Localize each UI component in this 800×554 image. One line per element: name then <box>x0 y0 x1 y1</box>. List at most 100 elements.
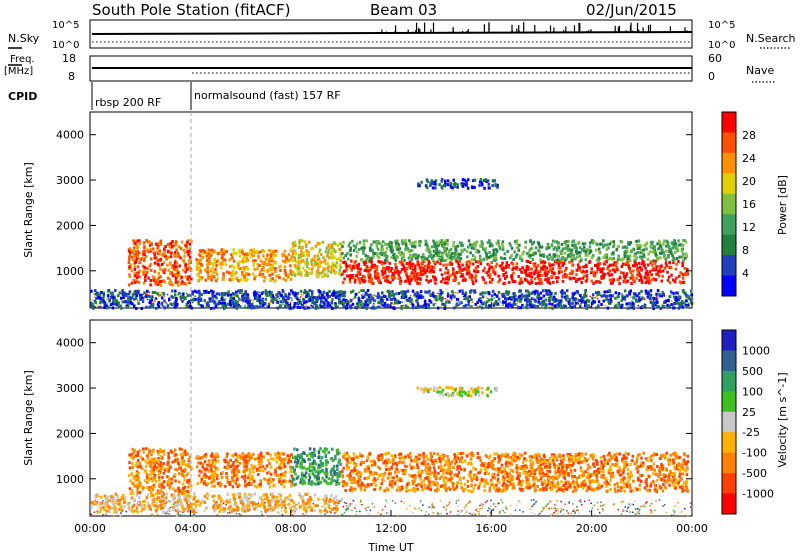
range-cell <box>197 252 201 256</box>
range-cell <box>291 306 295 310</box>
range-cell <box>396 270 400 274</box>
range-cell <box>534 251 537 255</box>
range-cell <box>201 249 204 252</box>
range-cell <box>678 295 681 299</box>
range-cell <box>529 267 533 271</box>
range-cell <box>111 302 114 306</box>
range-cell <box>654 300 658 304</box>
range-cell <box>410 263 413 267</box>
range-cell <box>497 243 501 247</box>
range-cell <box>90 289 93 293</box>
noise-cell <box>419 500 422 502</box>
range-cell <box>231 277 235 281</box>
noise-cell <box>599 514 601 516</box>
range-cell <box>109 303 113 307</box>
range-cell <box>621 294 624 298</box>
range-cell <box>557 258 560 262</box>
range-cell <box>168 262 172 266</box>
range-cell <box>560 305 563 309</box>
range-cell <box>385 266 389 270</box>
range-cell <box>673 302 676 305</box>
range-cell <box>510 273 514 277</box>
range-cell <box>449 181 453 185</box>
range-cell <box>440 280 443 284</box>
range-cell <box>417 263 421 267</box>
noise-cell <box>282 303 284 306</box>
range-cell <box>241 272 244 276</box>
range-cell <box>232 297 235 301</box>
colorbar-tick-label: 12 <box>742 221 756 234</box>
noise-cell <box>289 297 292 299</box>
noise-cell <box>484 501 487 504</box>
range-cell <box>584 253 587 257</box>
noise-cell <box>517 302 519 304</box>
range-cell <box>135 307 138 310</box>
range-cell <box>662 242 665 246</box>
range-cell <box>154 297 158 301</box>
range-cell <box>434 245 438 249</box>
range-cell <box>681 276 685 280</box>
range-cell <box>318 303 322 307</box>
range-cell <box>291 241 295 245</box>
range-cell <box>547 257 550 261</box>
range-cell <box>385 246 389 250</box>
noise-cell <box>197 292 199 294</box>
noise-cell <box>317 505 320 507</box>
range-cell <box>621 297 625 301</box>
range-cell <box>352 276 355 280</box>
range-cell <box>556 280 559 284</box>
range-cell <box>479 300 483 304</box>
range-cell <box>652 266 655 270</box>
range-cell <box>143 253 146 257</box>
range-cell <box>153 253 156 257</box>
range-cell <box>417 292 420 296</box>
noise-cell <box>445 508 448 510</box>
range-cell <box>637 272 641 276</box>
range-cell <box>503 252 507 256</box>
range-cell <box>617 254 620 258</box>
range-cell <box>300 259 303 263</box>
range-cell <box>437 243 441 247</box>
range-cell <box>655 297 659 301</box>
range-cell <box>465 265 468 269</box>
range-cell <box>326 262 330 266</box>
range-cell <box>601 245 605 249</box>
noise-cell <box>476 507 479 510</box>
range-cell <box>441 242 444 246</box>
range-cell <box>178 264 181 268</box>
range-cell <box>365 293 369 296</box>
noise-cell <box>126 503 128 505</box>
range-cell <box>505 261 509 265</box>
range-cell <box>557 246 561 250</box>
range-cell <box>566 244 570 248</box>
range-cell <box>307 253 310 257</box>
range-cell <box>133 255 136 258</box>
range-cell <box>647 292 650 296</box>
range-cell <box>525 294 528 298</box>
range-cell <box>557 271 561 275</box>
range-cell <box>416 260 420 264</box>
range-cell <box>626 254 629 258</box>
noise-cell <box>679 301 681 303</box>
range-cell <box>348 277 352 281</box>
noise-cell <box>166 302 168 305</box>
range-cell <box>339 248 342 252</box>
range-cell <box>138 261 141 265</box>
range-cell <box>526 260 530 263</box>
range-cell <box>375 265 379 268</box>
noise-cell <box>456 292 459 294</box>
noise-cell <box>353 500 355 503</box>
range-cell <box>171 245 174 249</box>
range-cell <box>468 243 472 247</box>
noise-cell <box>240 514 242 516</box>
noise-cell <box>455 291 457 294</box>
noise-cell <box>458 303 461 305</box>
noise-cell <box>142 293 144 296</box>
range-cell <box>488 304 491 308</box>
range-cell <box>459 274 463 278</box>
range-cell <box>573 246 577 250</box>
range-cell <box>444 239 447 243</box>
range-cell <box>334 304 337 307</box>
noise-cell <box>281 507 283 509</box>
range-cell <box>531 258 535 262</box>
